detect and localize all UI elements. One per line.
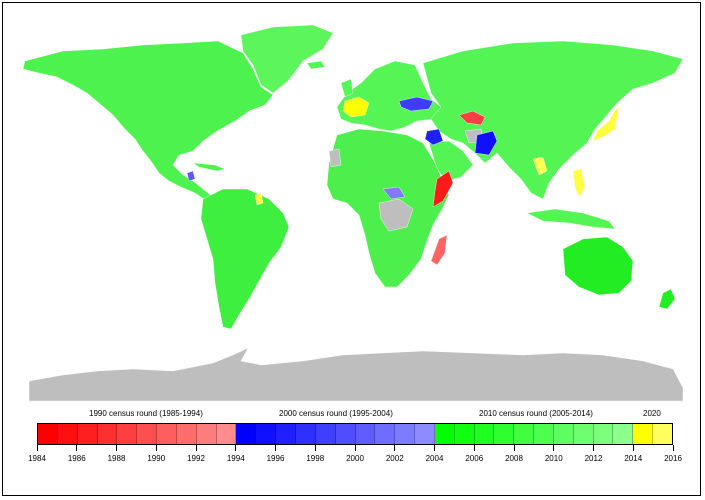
region-asia bbox=[422, 40, 684, 200]
region-madagascar bbox=[430, 234, 448, 266]
scale-swatch-2010 bbox=[553, 424, 574, 444]
region-iceland bbox=[306, 60, 326, 70]
tick-mark bbox=[195, 445, 197, 451]
tick-mark bbox=[513, 445, 515, 451]
tick-label: 1996 bbox=[266, 454, 285, 463]
region-myanmar bbox=[532, 156, 548, 176]
scale-swatch-2012 bbox=[593, 424, 614, 444]
color-scale bbox=[37, 423, 673, 445]
scale-swatch-2006 bbox=[474, 424, 495, 444]
round-label-2020: 2020 bbox=[643, 409, 661, 418]
region-central-african-rep bbox=[382, 186, 406, 200]
region-philippines bbox=[572, 168, 586, 198]
tick-mark bbox=[155, 445, 157, 451]
tick-label: 2010 bbox=[544, 454, 563, 463]
tick-label: 2012 bbox=[584, 454, 603, 463]
tick-mark bbox=[394, 445, 396, 451]
region-western-sahara bbox=[328, 148, 342, 168]
region-france bbox=[342, 96, 370, 118]
tick-mark bbox=[593, 445, 594, 451]
region-new-zealand bbox=[658, 288, 676, 310]
scale-swatch-1993 bbox=[216, 424, 237, 444]
scale-swatch-2001 bbox=[375, 424, 396, 444]
scale-swatch-2014 bbox=[633, 424, 654, 444]
scale-swatch-2009 bbox=[534, 424, 554, 444]
tick-label: 2008 bbox=[505, 454, 523, 463]
tick-mark bbox=[434, 445, 435, 451]
scale-swatch-2008 bbox=[514, 424, 535, 444]
tick-label: 1994 bbox=[226, 454, 245, 463]
region-el-salvador bbox=[186, 170, 196, 182]
scale-swatch-2005 bbox=[454, 424, 475, 444]
scale-swatch-2003 bbox=[415, 424, 435, 444]
round-label-2000: 2000 census round (1995-2004) bbox=[279, 409, 393, 418]
region-ukraine bbox=[398, 96, 434, 112]
region-uzbekistan bbox=[458, 110, 486, 126]
tick-mark bbox=[672, 445, 674, 451]
region-north-america bbox=[22, 40, 274, 202]
tick-label: 2002 bbox=[385, 454, 404, 463]
tick-mark bbox=[314, 445, 316, 451]
scale-swatch-1992 bbox=[196, 424, 217, 444]
region-iraq bbox=[424, 128, 444, 146]
tick-label: 2016 bbox=[664, 454, 682, 463]
tick-mark bbox=[553, 445, 555, 451]
tick-mark bbox=[632, 445, 634, 451]
tick-label: 1986 bbox=[67, 454, 86, 463]
tick-mark bbox=[275, 445, 276, 451]
tick-mark bbox=[76, 445, 78, 451]
scale-swatch-1987 bbox=[97, 424, 118, 444]
scale-swatch-2015 bbox=[653, 424, 672, 444]
scale-swatch-1994 bbox=[236, 424, 257, 444]
tick-mark bbox=[235, 445, 237, 451]
tick-label: 2006 bbox=[465, 454, 484, 463]
scale-swatch-1998 bbox=[315, 424, 336, 444]
tick-label: 1988 bbox=[107, 454, 126, 463]
scale-swatch-1996 bbox=[276, 424, 296, 444]
tick-label: 2004 bbox=[425, 454, 444, 463]
figure-frame: 1990 census round (1985-1994) 2000 censu… bbox=[2, 2, 701, 496]
scale-swatch-2002 bbox=[395, 424, 416, 444]
scale-swatch-2011 bbox=[573, 424, 594, 444]
region-somalia bbox=[432, 170, 454, 208]
scale-swatch-1985 bbox=[57, 424, 78, 444]
region-south-america bbox=[200, 188, 290, 330]
region-antarctica bbox=[28, 347, 684, 402]
region-pakistan bbox=[474, 130, 498, 156]
tick-label: 2000 bbox=[346, 454, 364, 463]
scale-swatch-2000 bbox=[355, 424, 376, 444]
region-drc bbox=[378, 198, 414, 232]
tick-mark bbox=[116, 445, 117, 451]
scale-swatch-1989 bbox=[137, 424, 158, 444]
tick-mark bbox=[354, 445, 356, 451]
round-label-1990: 1990 census round (1985-1994) bbox=[89, 409, 203, 418]
round-label-2010: 2010 census round (2005-2014) bbox=[479, 409, 593, 418]
region-guyana bbox=[254, 192, 264, 206]
scale-swatch-1991 bbox=[176, 424, 197, 444]
world-map bbox=[22, 24, 684, 402]
scale-swatch-1988 bbox=[117, 424, 138, 444]
region-uk bbox=[340, 78, 354, 98]
scale-swatch-1997 bbox=[295, 424, 316, 444]
region-japan bbox=[592, 106, 620, 142]
tick-label: 2014 bbox=[624, 454, 643, 463]
tick-mark bbox=[36, 445, 38, 451]
region-indonesia bbox=[526, 208, 616, 230]
tick-label: 1984 bbox=[28, 454, 46, 463]
scale-swatch-1986 bbox=[77, 424, 98, 444]
tick-label: 1998 bbox=[306, 454, 325, 463]
scale-swatch-1990 bbox=[157, 424, 177, 444]
scale-swatch-2013 bbox=[613, 424, 634, 444]
tick-label: 1992 bbox=[187, 454, 205, 463]
region-caribbean bbox=[192, 162, 226, 172]
scale-swatch-2004 bbox=[434, 424, 455, 444]
scale-swatch-1995 bbox=[256, 424, 277, 444]
scale-swatch-2007 bbox=[494, 424, 515, 444]
scale-swatch-1999 bbox=[335, 424, 356, 444]
region-greenland bbox=[240, 24, 334, 94]
tick-label: 1990 bbox=[147, 454, 166, 463]
scale-swatch-1984 bbox=[38, 424, 58, 444]
tick-mark bbox=[473, 445, 475, 451]
region-australia bbox=[562, 236, 634, 296]
